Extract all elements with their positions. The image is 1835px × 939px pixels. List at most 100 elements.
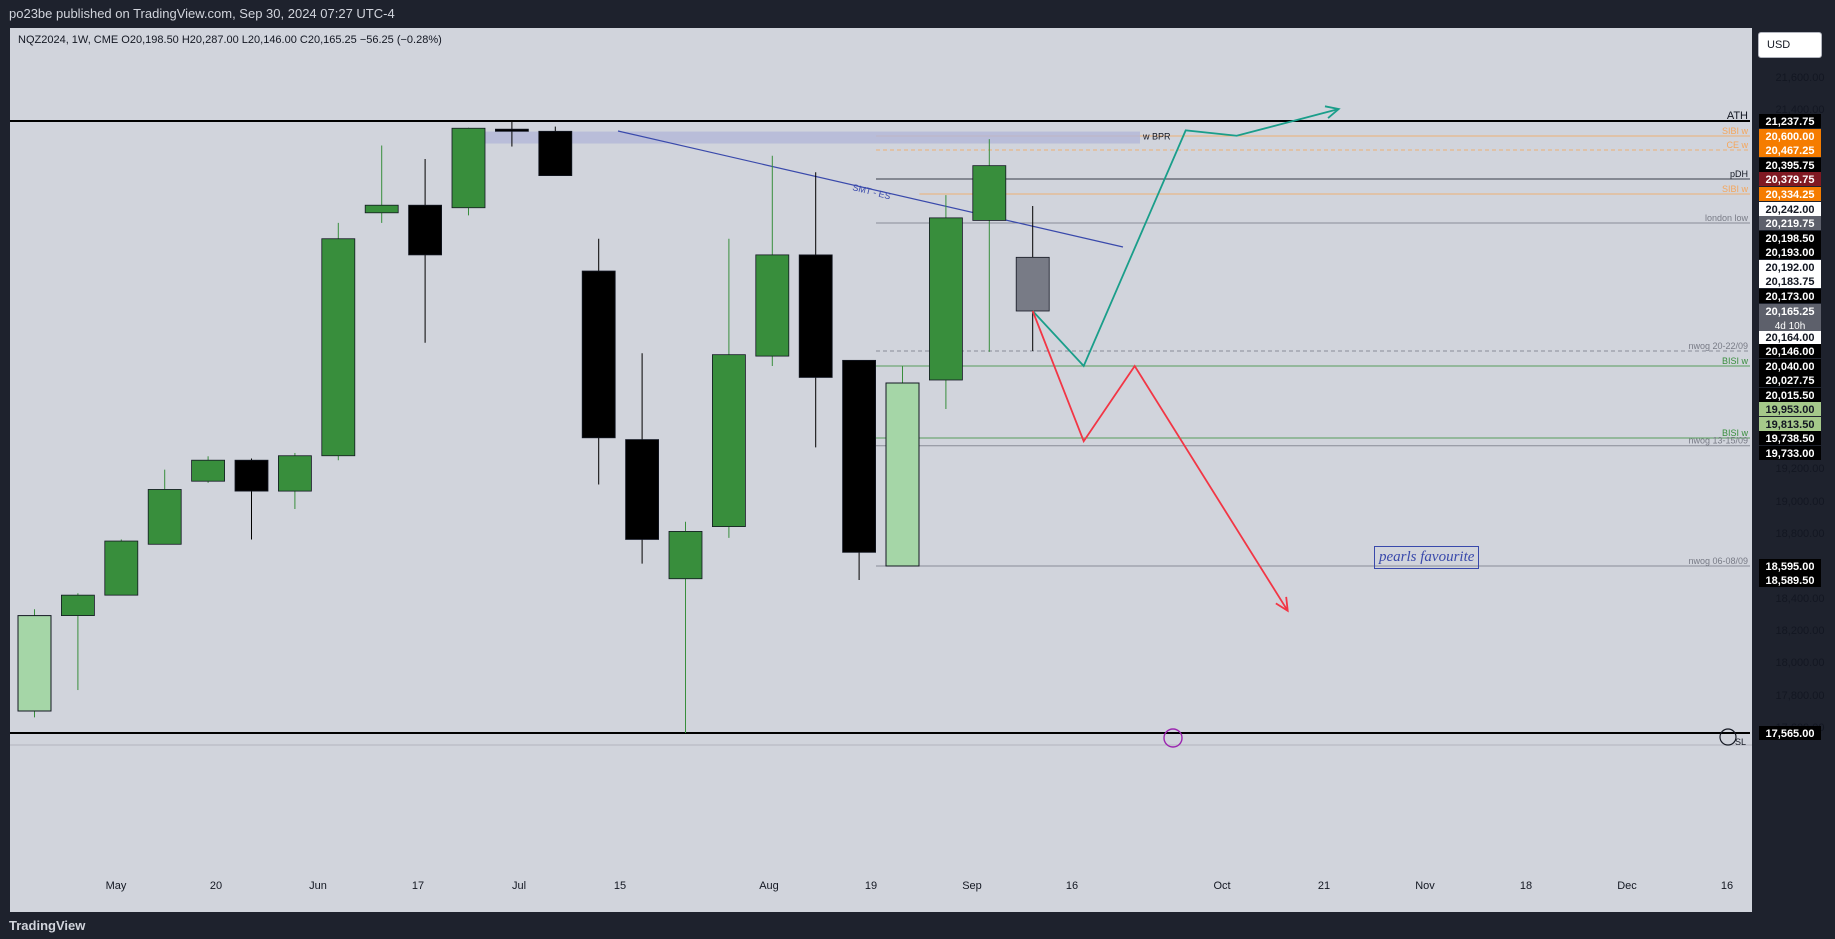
price-label: 20,198.50 (1766, 233, 1815, 245)
price-label-bg (1759, 231, 1821, 245)
price-label-bg (1759, 359, 1821, 373)
level-label: nwog 20-22/09 (1688, 341, 1748, 351)
candle-body (929, 217, 963, 381)
y-tick-label: 21,400.00 (1776, 104, 1825, 116)
level-label: ATH (1727, 110, 1748, 122)
candle-body (451, 127, 486, 209)
candle-body (147, 489, 182, 545)
y-tick-label: 18,000.00 (1776, 657, 1825, 669)
candle-body (61, 594, 95, 616)
price-label: 20,600.00 (1766, 131, 1815, 143)
candle-body (842, 359, 876, 553)
price-label: 20,379.75 (1766, 174, 1815, 186)
level-label: SIBI w (1722, 184, 1749, 194)
x-tick-label: May (106, 880, 127, 892)
price-label: 20,242.00 (1766, 204, 1815, 216)
sl-label: SL (1735, 737, 1746, 747)
smt-line (617, 130, 1124, 248)
replay-icon (1719, 728, 1737, 746)
price-label-bg (1759, 446, 1821, 460)
price-label-bg (1759, 417, 1821, 431)
price-label: 20,015.50 (1766, 390, 1815, 402)
price-label: 20,192.00 (1766, 262, 1815, 274)
candle-body (321, 238, 356, 457)
price-label-bg (1759, 202, 1821, 216)
currency-button[interactable]: USD (1758, 32, 1822, 58)
x-tick-label: Jul (512, 880, 526, 892)
candle-body (885, 382, 920, 567)
price-label-bg (1759, 216, 1821, 230)
price-label: 18,589.50 (1766, 575, 1815, 587)
level-label: CE w (1726, 140, 1748, 150)
price-label-bg (1759, 245, 1821, 259)
candle-body (17, 615, 52, 712)
price-label: 20,173.00 (1766, 291, 1815, 303)
y-tick-label: 18,200.00 (1776, 625, 1825, 637)
candle-body (668, 530, 703, 580)
candle-body (104, 540, 139, 596)
price-label-bg (1759, 402, 1821, 416)
y-tick-label: 19,000.00 (1776, 496, 1825, 508)
tradingview-logo[interactable]: TradingView (9, 918, 86, 933)
price-label-bg (1759, 559, 1821, 573)
candlestick-chart[interactable]: ATH SIBI w CE w pDH SIBI w london low nwog 20-… (10, 28, 1825, 912)
red-projection-arrow-head (1275, 596, 1289, 613)
price-label-bg (1759, 143, 1821, 157)
x-tick-label: Nov (1415, 880, 1435, 892)
y-tick-label: 21,600.00 (1776, 72, 1825, 84)
candle-body (798, 254, 833, 378)
symbol-ohlc-line: NQZ2024, 1W, CME O20,198.50 H20,287.00 L… (18, 34, 442, 46)
candle-body (712, 354, 746, 528)
candle-body (538, 130, 573, 177)
price-label-bg (1759, 129, 1821, 143)
x-tick-label: Oct (1213, 880, 1230, 892)
price-label-bg (1759, 431, 1821, 445)
price-label: 21,237.75 (1766, 116, 1815, 128)
price-label-bg (1759, 158, 1821, 172)
price-label: 20,027.75 (1766, 375, 1815, 387)
price-label-bg (1759, 289, 1821, 303)
lightning-icon (1163, 728, 1183, 748)
x-tick-label: Aug (759, 880, 779, 892)
price-label-bg (1759, 274, 1821, 288)
pearls-favourite-note[interactable]: pearls favourite (1374, 546, 1480, 569)
price-label: 20,165.25 (1766, 306, 1815, 318)
footer: TradingView (0, 912, 1835, 939)
price-label-bg (1759, 304, 1821, 318)
y-tick-label: 18,800.00 (1776, 528, 1825, 540)
candle-body (755, 254, 790, 357)
price-label-bg (1759, 373, 1821, 387)
price-label-bg (1759, 388, 1821, 402)
y-tick-label: 17,800.00 (1776, 690, 1825, 702)
price-label: 20,395.75 (1766, 160, 1815, 172)
countdown-bg (1759, 318, 1821, 331)
price-label: 19,738.50 (1766, 433, 1815, 445)
x-tick-label: Sep (962, 880, 982, 892)
x-tick-label: 17 (412, 880, 424, 892)
countdown-label: 4d 10h (1775, 321, 1806, 332)
candle-body (494, 128, 529, 132)
y-tick-label: 18,400.00 (1776, 593, 1825, 605)
price-label-bg (1759, 172, 1821, 186)
bpr-zone (470, 131, 1140, 144)
candle-body (1015, 256, 1050, 312)
x-tick-label: 21 (1318, 880, 1330, 892)
candle-body (408, 204, 443, 256)
price-label-bg (1759, 344, 1821, 358)
y-tick-label: 19,200.00 (1776, 463, 1825, 475)
price-label-bg (1759, 260, 1821, 274)
price-label-bg (1759, 330, 1821, 344)
level-label: nwog 06-08/09 (1688, 556, 1748, 566)
price-label: 17,565.00 (1766, 728, 1815, 740)
x-tick-label: 19 (865, 880, 877, 892)
level-label: SIBI w (1722, 126, 1749, 136)
price-label-bg (1759, 187, 1821, 201)
publish-header: po23be published on TradingView.com, Sep… (0, 0, 1835, 28)
price-label: 20,146.00 (1766, 346, 1815, 358)
x-tick-label: 15 (614, 880, 626, 892)
candle-body (625, 439, 659, 540)
wbpr-label: w BPR (1142, 132, 1171, 142)
x-tick-label: 20 (210, 880, 222, 892)
x-tick-label: Dec (1617, 880, 1637, 892)
